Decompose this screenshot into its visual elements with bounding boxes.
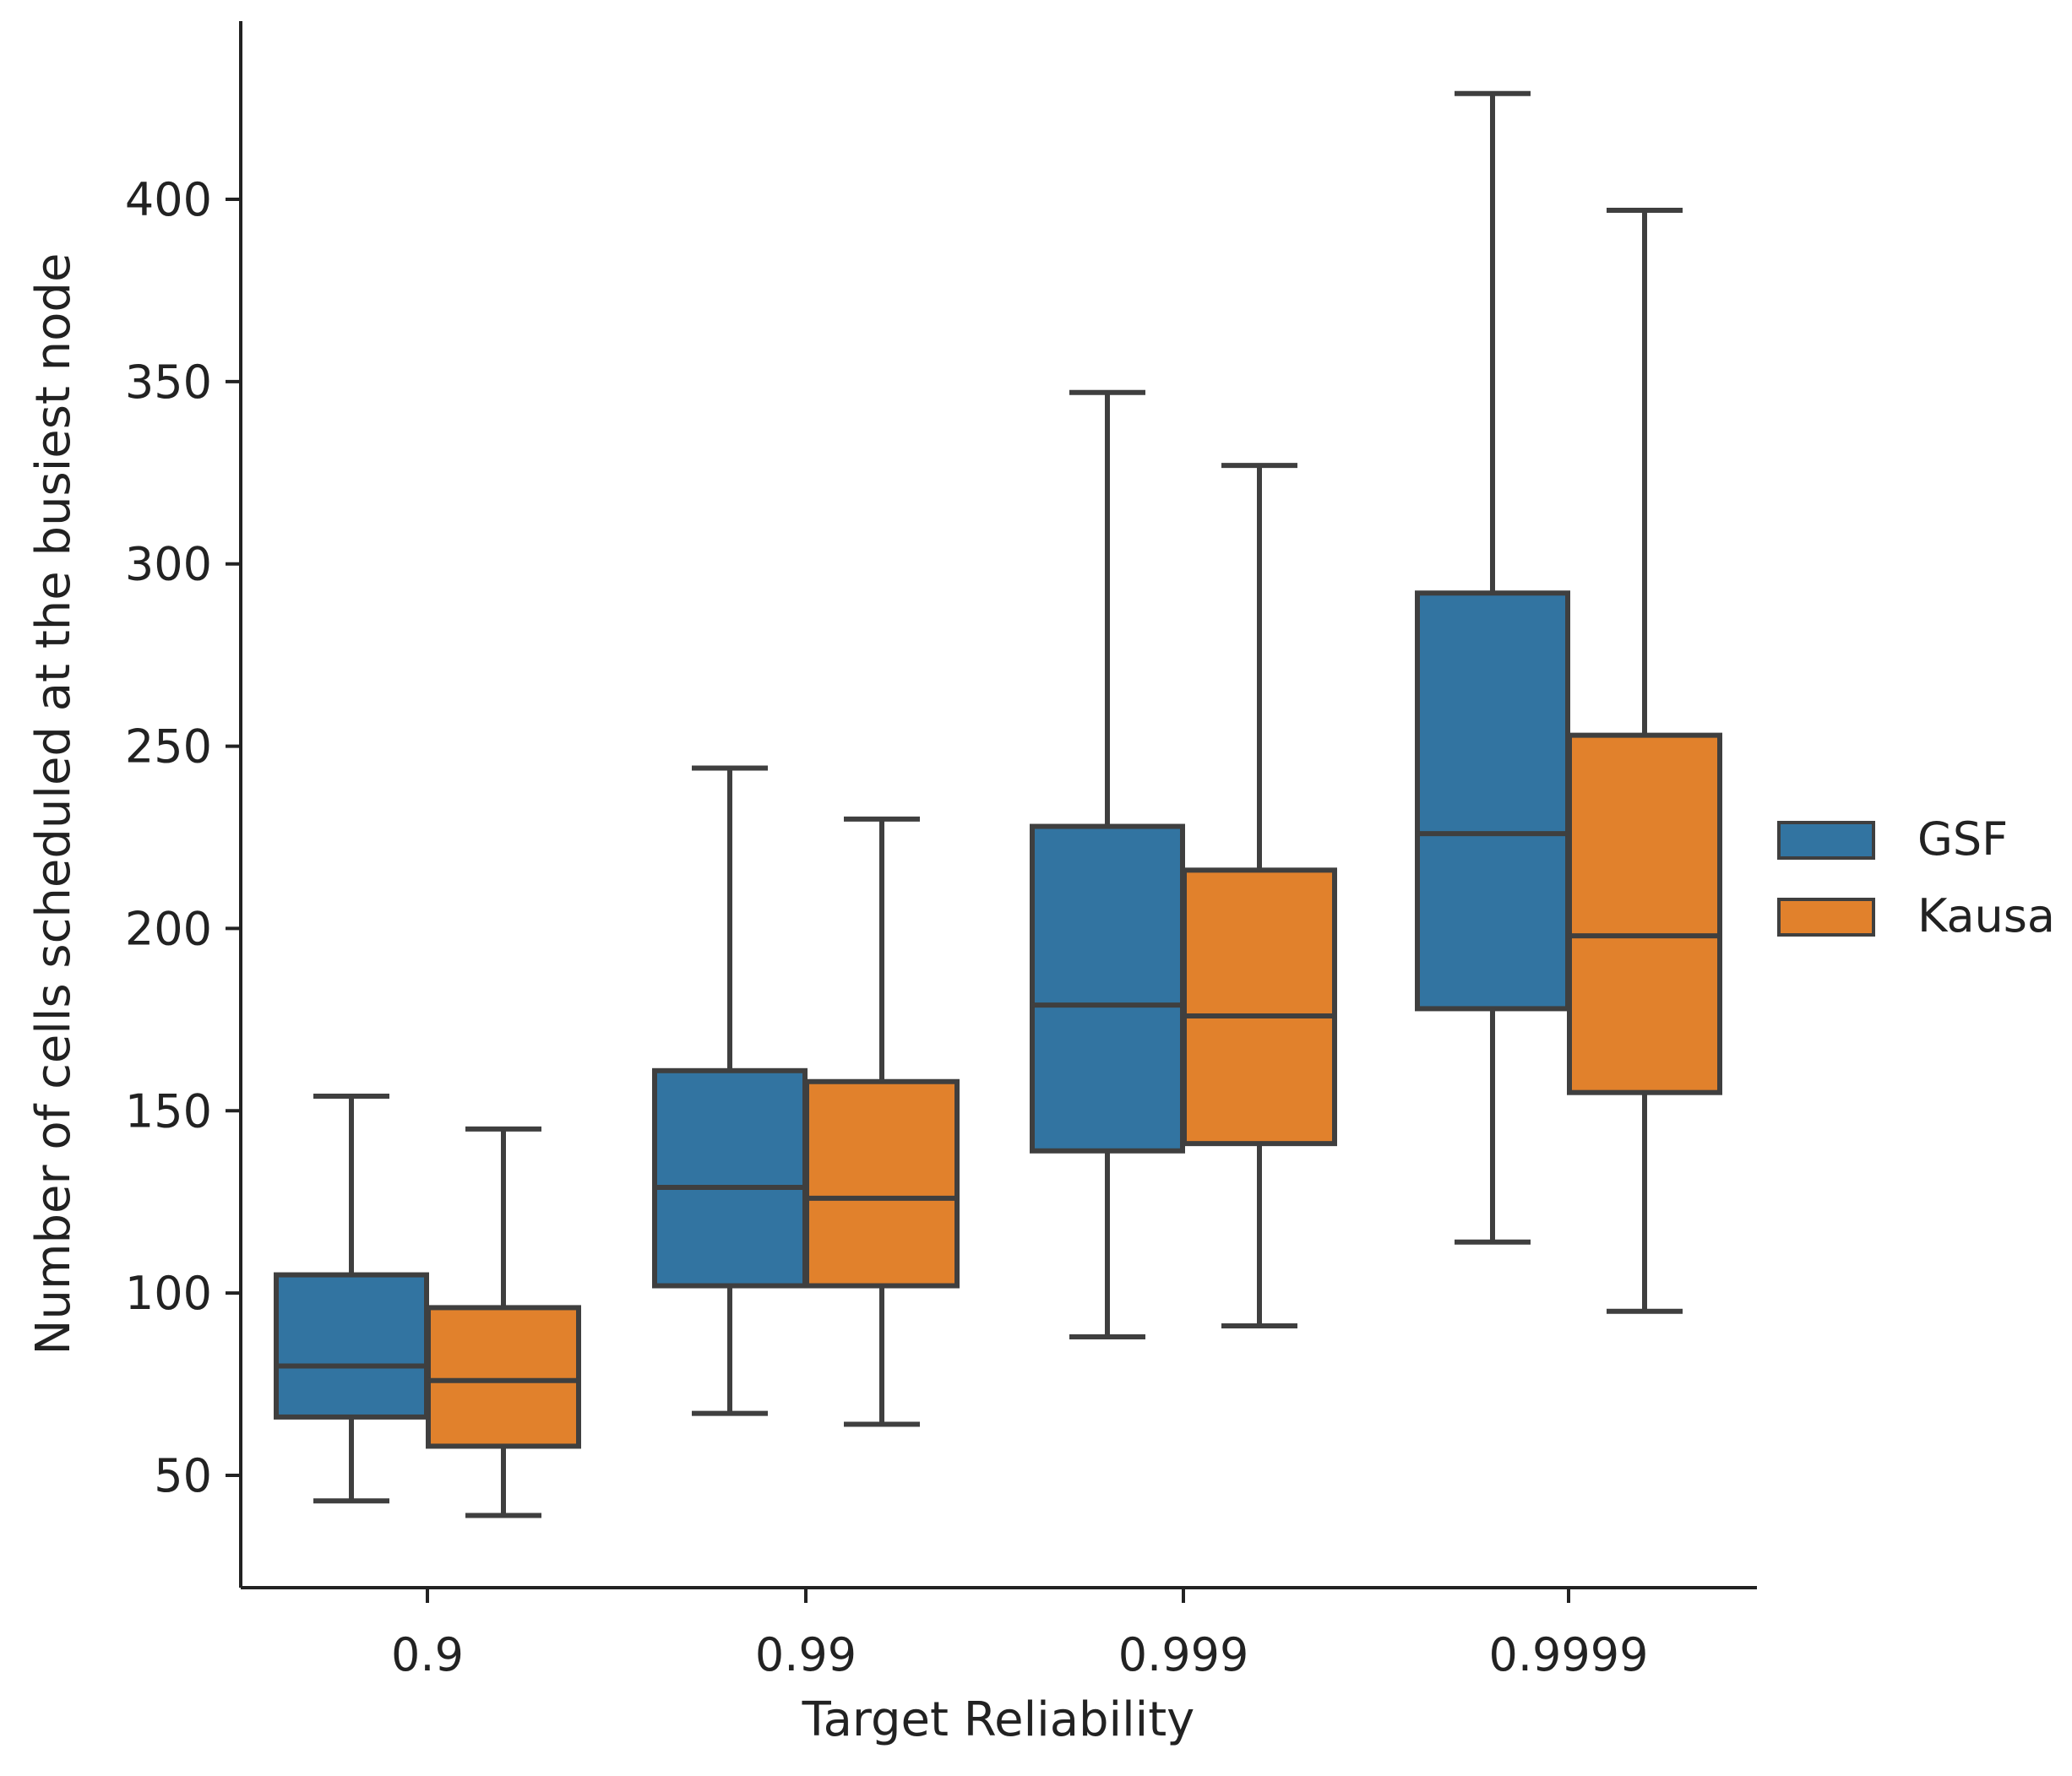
box-kausa-0.999 [1182,463,1337,1328]
y-tick-label: 250 [125,720,212,774]
legend-item-kausa[interactable]: Kausa [1777,889,2055,942]
box-kausa-0.9 [426,1126,581,1518]
x-tick-label: 0.9999 [1489,1628,1649,1681]
iqr-box [1567,732,1722,1095]
legend-item-gsf[interactable]: GSF [1777,812,2008,866]
y-tick-label: 100 [125,1267,212,1320]
x-ticks: 0.9 0.99 0.999 0.9999 [391,1588,1648,1681]
box-gsf-0.999 [1030,389,1185,1339]
y-tick-label: 50 [154,1449,212,1502]
x-tick-label: 0.999 [1118,1628,1249,1681]
box-gsf-0.9 [274,1094,429,1504]
iqr-box [1182,867,1337,1147]
y-tick-label: 200 [125,902,212,955]
y-tick-label: 150 [125,1084,212,1138]
legend[interactable]: GSF Kausa [1777,812,2055,942]
legend-swatch-kausa [1777,898,1875,937]
axes-layer: 50 100 150 200 250 300 350 400 0.9 0.99 0.999 0.99… [125,21,1757,1681]
boxes-layer [274,90,1722,1518]
legend-label-kausa: Kausa [1917,889,2055,942]
iqr-box [426,1305,581,1449]
legend-label-gsf: GSF [1917,812,2008,866]
legend-swatch-gsf [1777,821,1875,860]
iqr-box [652,1067,808,1289]
x-tick-label: 0.9 [391,1628,464,1681]
iqr-box [1415,590,1570,1012]
x-tick-label: 0.99 [755,1628,857,1681]
y-tick-label: 350 [125,356,212,409]
x-axis-title: Target Reliability [802,1692,1195,1747]
y-tick-label: 400 [125,173,212,226]
y-axis-title: Number of cells scheduled at the busiest… [26,253,81,1355]
iqr-box [274,1272,429,1420]
y-ticks: 50 100 150 200 250 300 350 400 [125,173,241,1502]
y-tick-label: 300 [125,538,212,591]
box-gsf-0.9999 [1415,90,1570,1245]
iqr-box [1030,823,1185,1154]
box-kausa-0.99 [804,816,960,1427]
iqr-box [804,1078,960,1289]
box-kausa-0.9999 [1567,207,1722,1314]
box-gsf-0.99 [652,765,808,1416]
